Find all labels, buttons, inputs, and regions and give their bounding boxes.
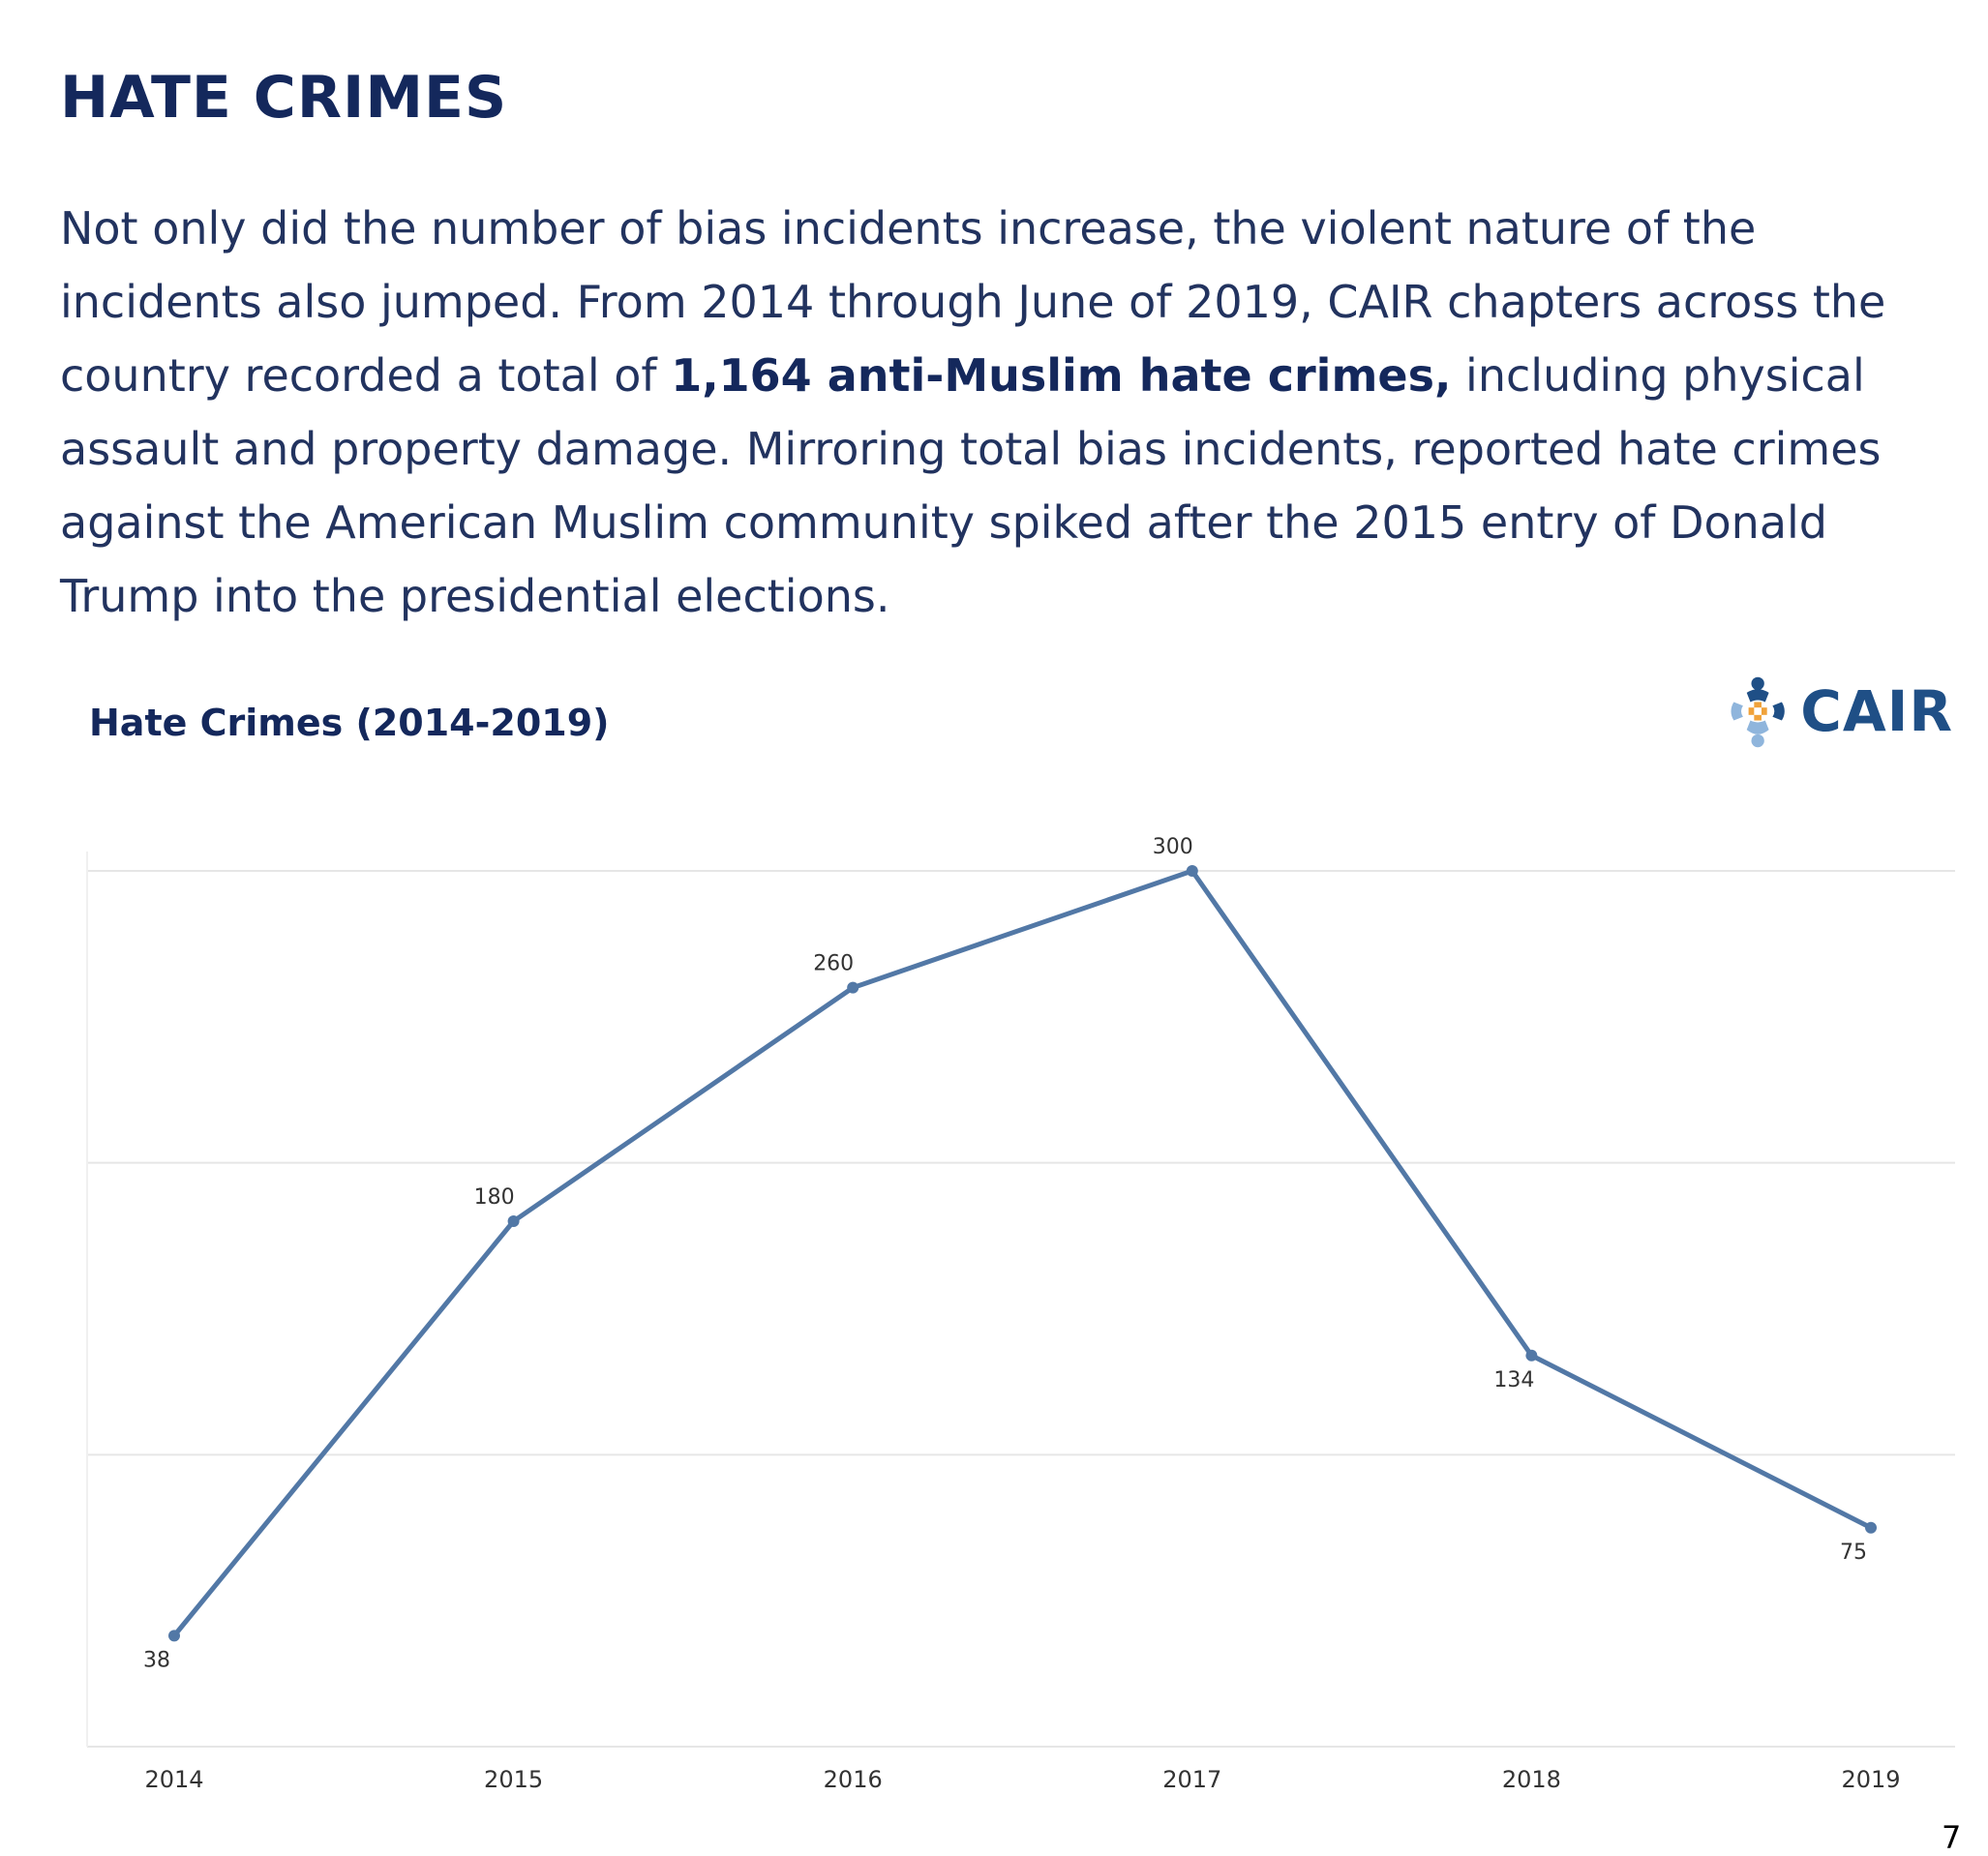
x-tick-2019: 2019: [1841, 1766, 1900, 1793]
series-line: [172, 868, 1873, 1637]
data-point-2015: [507, 1215, 520, 1227]
data-label-2015: 180: [474, 1185, 515, 1210]
data-point-2016: [847, 981, 859, 994]
cair-logo: CAIR: [1721, 668, 1953, 755]
chart-title: Hate Crimes (2014-2019): [89, 702, 610, 744]
chart-gridlines: [86, 852, 1955, 1748]
data-point-2014: [168, 1630, 180, 1642]
page-number: 7: [1942, 1819, 1962, 1856]
paragraph-highlight: 1,164 anti-Muslim hate crimes,: [671, 349, 1452, 402]
paragraph-text-end: including physical assault and property …: [60, 349, 1882, 622]
data-label-2014: 38: [143, 1648, 170, 1672]
data-label-2017: 300: [1153, 835, 1193, 859]
data-label-2018: 134: [1493, 1368, 1534, 1392]
x-tick-2018: 2018: [1502, 1766, 1561, 1793]
data-label-2019: 75: [1840, 1541, 1867, 1565]
x-tick-2017: 2017: [1162, 1766, 1221, 1793]
cair-logo-icon: [1731, 676, 1785, 748]
data-point-2017: [1186, 865, 1198, 877]
page-heading: HATE CRIMES: [60, 64, 508, 132]
x-tick-2015: 2015: [484, 1766, 543, 1793]
x-tick-2014: 2014: [144, 1766, 203, 1793]
data-labels: 38 180 260 300 134 75: [143, 835, 1867, 1672]
data-points: [168, 865, 1877, 1642]
x-tick-2016: 2016: [824, 1766, 883, 1793]
data-label-2016: 260: [813, 952, 854, 976]
cair-logo-text: CAIR: [1800, 678, 1953, 744]
data-point-2018: [1525, 1349, 1538, 1362]
paragraph-text-start: Not only did the number of bias incident…: [60, 202, 1886, 402]
x-axis-ticks: 2014 2015 2016 2017 2018 2019: [144, 1766, 1900, 1793]
intro-paragraph: Not only did the number of bias incident…: [60, 192, 1957, 633]
data-point-2019: [1865, 1521, 1877, 1534]
